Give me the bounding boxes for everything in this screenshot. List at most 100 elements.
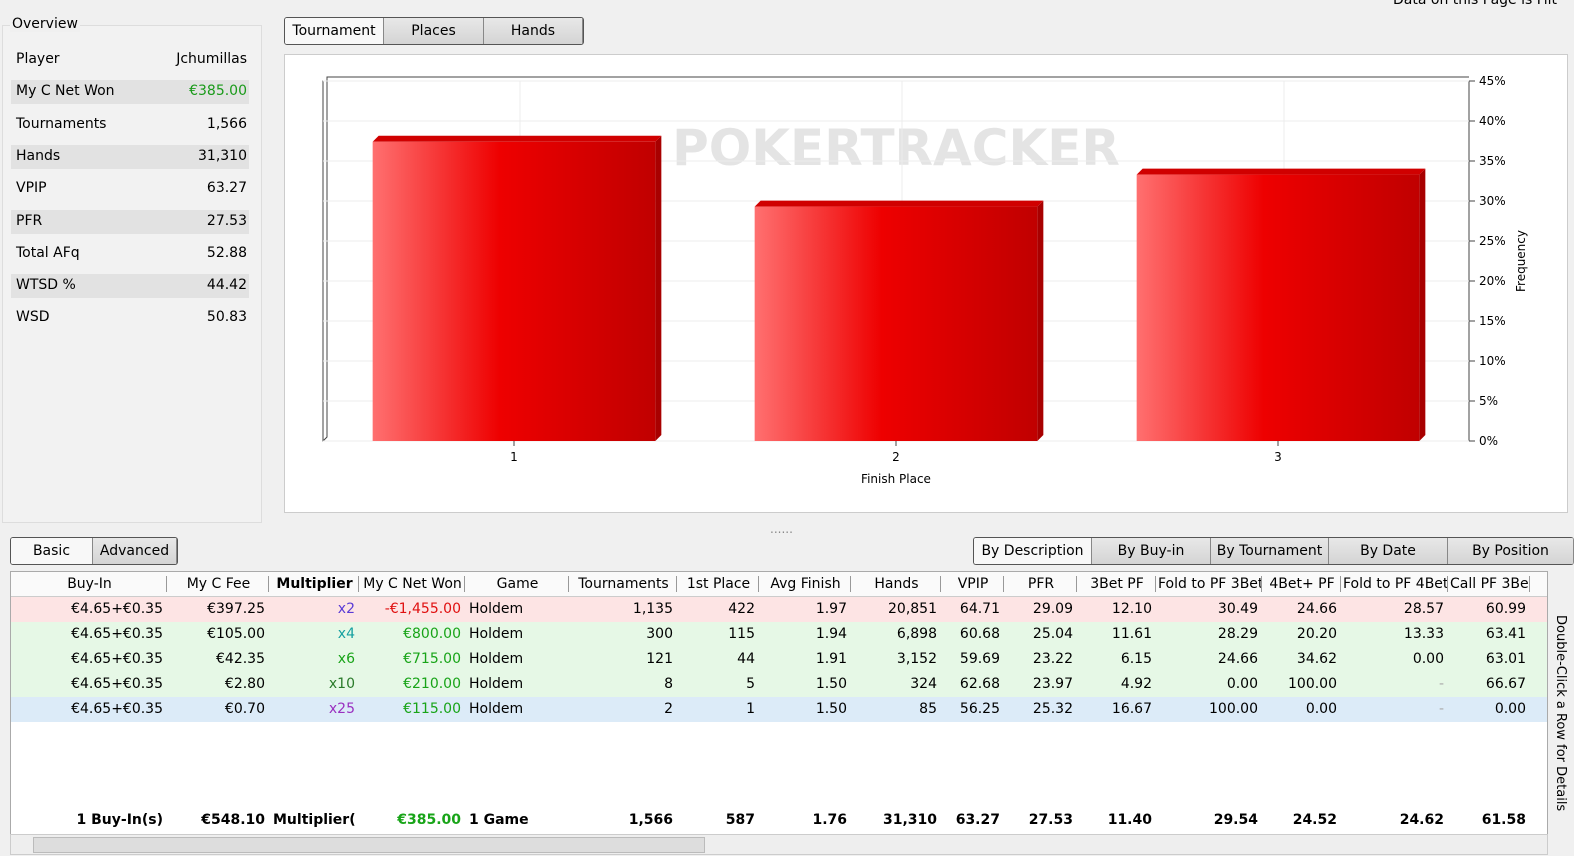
column-header[interactable]: 1st Place [679, 576, 759, 592]
table-cell: 4.92 [1120, 676, 1152, 692]
column-header[interactable]: Multiplier [271, 576, 359, 592]
total-cell: 24.62 [1399, 812, 1444, 828]
column-header[interactable]: 3Bet PF [1079, 576, 1156, 592]
y-tick-label: 15% [1479, 314, 1506, 328]
total-cell: 24.52 [1292, 812, 1337, 828]
column-header[interactable]: VPIP [943, 576, 1004, 592]
x-tick-label: 1 [510, 450, 518, 464]
table-cell: 1.91 [815, 651, 847, 667]
table-cell: 1.50 [815, 701, 847, 717]
table-cell: Holdem [469, 676, 524, 692]
table-cell: €397.25 [207, 601, 265, 617]
tab[interactable]: Places [384, 18, 484, 44]
column-header[interactable]: Game [467, 576, 569, 592]
table-cell: 16.67 [1111, 701, 1152, 717]
tab[interactable]: By Description [974, 538, 1092, 564]
table-cell: €2.80 [224, 676, 265, 692]
overview-title: Overview [10, 16, 80, 32]
column-header[interactable]: Hands [853, 576, 941, 592]
table-cell: 59.69 [959, 651, 1000, 667]
y-tick-label: 0% [1479, 434, 1498, 448]
table-cell: €4.65+€0.35 [71, 701, 163, 717]
row-bg [11, 209, 249, 234]
stat-value: 52.88 [206, 244, 247, 261]
total-cell: 63.27 [955, 812, 1000, 828]
table-cell: €105.00 [207, 626, 265, 642]
column-header[interactable]: Tournaments [571, 576, 677, 592]
y-tick-label: 25% [1479, 234, 1506, 248]
table-cell: Holdem [469, 701, 524, 717]
stat-label: VPIP [16, 180, 47, 197]
table-hint: Double-Click a Row for Details [1553, 615, 1568, 812]
table-row[interactable] [11, 622, 1547, 647]
column-header[interactable]: Avg Finish [761, 576, 851, 592]
table-row[interactable] [11, 597, 1547, 622]
x-axis-label: Finish Place [861, 472, 931, 486]
table-cell: 23.22 [1032, 651, 1073, 667]
tab[interactable]: Tournament [285, 18, 384, 44]
table-cell: 121 [646, 651, 673, 667]
column-header[interactable]: My C Fee [169, 576, 269, 592]
table-cell: 0.00 [1226, 676, 1258, 692]
table-cell: x10 [328, 676, 355, 692]
table-cell: 100.00 [1209, 701, 1258, 717]
x-tick-label: 3 [1274, 450, 1282, 464]
tab[interactable]: By Tournament [1211, 538, 1329, 564]
table-row[interactable] [11, 672, 1547, 697]
total-cell: 61.58 [1481, 812, 1526, 828]
table-cell: 44 [737, 651, 755, 667]
stat-label: WSD [16, 309, 50, 326]
table-cell: 1 [746, 701, 755, 717]
table-cell: 1,135 [632, 601, 673, 617]
y-tick-label: 5% [1479, 394, 1498, 408]
column-header[interactable]: Buy-In [13, 576, 167, 592]
table-cell: x25 [328, 701, 355, 717]
table-cell: 28.29 [1217, 626, 1258, 642]
table-row[interactable] [11, 647, 1547, 672]
table-cell: 6,898 [896, 626, 937, 642]
tab[interactable]: Advanced [93, 538, 177, 564]
table-cell: €210.00 [403, 676, 461, 692]
stat-label: My C Net Won [16, 83, 115, 100]
bar [754, 206, 1038, 441]
plot-depth [322, 76, 1469, 442]
table-cell: 24.66 [1296, 601, 1337, 617]
table-cell: 29.09 [1032, 601, 1073, 617]
row-bg [11, 144, 249, 169]
scroll-thumb[interactable] [33, 837, 705, 853]
stat-value: 50.83 [206, 309, 247, 326]
table-cell: €0.70 [224, 701, 265, 717]
tab[interactable]: By Position [1448, 538, 1574, 564]
header-bg [11, 572, 1547, 597]
stat-value: 1,566 [206, 115, 247, 132]
tab[interactable]: By Date [1329, 538, 1448, 564]
column-header[interactable]: Fold to PF 4Bet+ [1343, 576, 1448, 592]
table-row[interactable] [11, 697, 1547, 722]
total-cell: €385.00 [397, 812, 461, 828]
column-header[interactable]: My C Net Won [361, 576, 465, 592]
column-header[interactable]: 4Bet+ PF [1264, 576, 1341, 592]
total-cell: 31,310 [882, 812, 937, 828]
tab[interactable]: By Buy-in [1092, 538, 1211, 564]
stat-value: 63.27 [206, 180, 247, 197]
total-cell: 1.76 [812, 812, 847, 828]
column-header[interactable]: Call PF 3Bet [1450, 576, 1530, 592]
table-cell: 25.32 [1032, 701, 1073, 717]
table-cell: €42.35 [216, 651, 265, 667]
table-cell: 20.20 [1296, 626, 1337, 642]
table-cell: 64.71 [959, 601, 1000, 617]
table-cell: -€1,455.00 [384, 601, 461, 617]
table-cell: 62.68 [959, 676, 1000, 692]
total-cell: 1 Game [469, 812, 529, 828]
stat-label: Tournaments [16, 115, 107, 132]
table-cell: 1.94 [815, 626, 847, 642]
column-header[interactable]: Fold to PF 3Bet [1158, 576, 1262, 592]
table-cell: 23.97 [1032, 676, 1073, 692]
tab[interactable]: Basic [11, 538, 93, 564]
tab[interactable]: Hands [484, 18, 583, 44]
total-cell: 29.54 [1213, 812, 1258, 828]
stat-label: Player [16, 51, 60, 67]
column-header[interactable]: PFR [1006, 576, 1077, 592]
scrollbar [10, 834, 1548, 855]
total-cell: 11.40 [1107, 812, 1152, 828]
